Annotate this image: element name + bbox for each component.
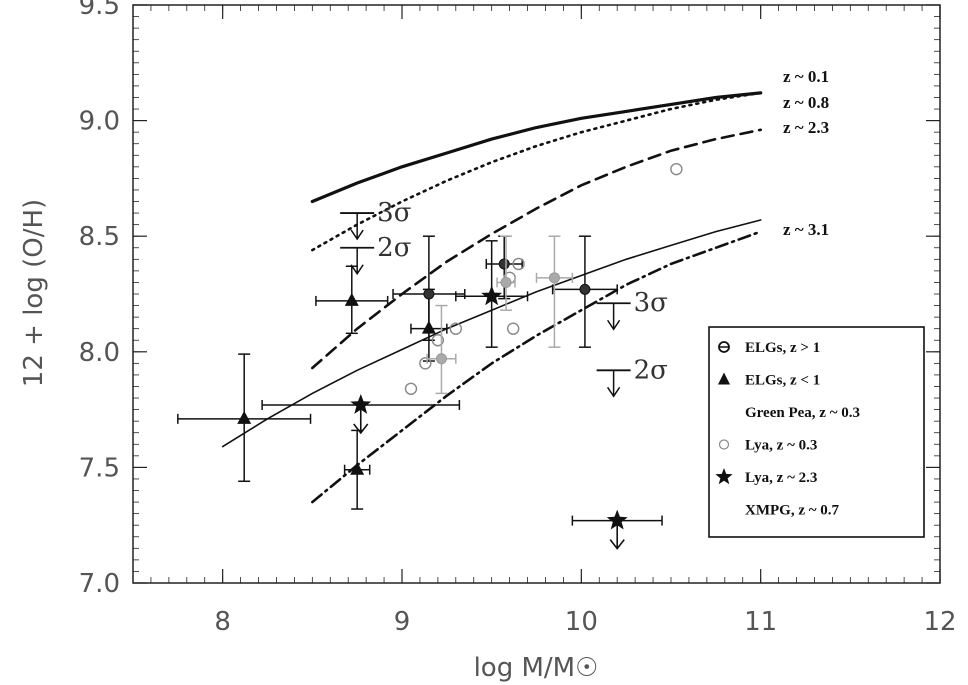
series-labels: z ~ 0.1 z ~ 0.8 z ~ 2.3 z ~ 3.1 (783, 67, 829, 239)
legend-open-circle-marker (718, 439, 730, 450)
legend-item: Green Pea, z ~ 0.3 (745, 405, 860, 421)
x-tick-label: 10 (565, 607, 598, 637)
curve-dotted (311, 91, 762, 252)
y-tick-label: 9.0 (79, 107, 120, 137)
x-axis-label: log M/M☉ (474, 653, 599, 683)
legend-item: Lya, z ~ 2.3 (715, 468, 817, 486)
legend-item: Lya, z ~ 0.3 (718, 438, 817, 454)
open-circle-marker (404, 382, 418, 395)
curve-label: z ~ 2.3 (783, 118, 829, 137)
open-circle-marker (419, 357, 432, 370)
filled-circle-marker (423, 288, 435, 300)
data-point (512, 257, 525, 271)
gray-circle-marker (548, 272, 560, 284)
open-circle-marker (449, 322, 462, 335)
arrow-head (353, 423, 369, 435)
x-tick-label: 12 (923, 607, 956, 637)
sigma-limit: 2σ (340, 233, 411, 276)
curve-dash-dot (311, 230, 762, 504)
curve-solid-thick (310, 91, 763, 204)
y-tick-label: 7.5 (79, 453, 120, 483)
data-point (431, 334, 445, 347)
y-tick-label: 9.5 (79, 0, 120, 21)
data-point (426, 304, 457, 395)
data-point (496, 235, 516, 311)
y-tick-label: 8.5 (79, 222, 120, 252)
legend-label: Lya, z ~ 0.3 (745, 438, 817, 454)
filled-circle-marker (579, 283, 591, 295)
y-tick-label: 7.0 (79, 569, 120, 599)
legend-label: ELGs, z < 1 (745, 373, 820, 389)
x-tick-label: 9 (394, 607, 411, 637)
limit-arrow-head (350, 229, 364, 241)
legend-star-marker (715, 468, 733, 485)
legend-label: Lya, z ~ 2.3 (745, 470, 817, 486)
open-circle-marker (670, 162, 683, 176)
sigma-limits: 3σ 2σ 3σ 2σ (340, 198, 668, 398)
x-tick-label: 11 (744, 607, 777, 637)
x-tick-label: 8 (214, 607, 231, 637)
triangle-marker (237, 410, 252, 424)
axes: 8 9 10 11 12 7.0 7.5 8.0 8.5 9.0 9.5 (79, 0, 957, 637)
data-point (392, 235, 466, 341)
sigma-label: 2σ (377, 233, 411, 263)
sigma-label: 3σ (634, 288, 668, 318)
data-point (455, 240, 529, 348)
data-point (315, 265, 389, 335)
triangle-marker (344, 292, 359, 306)
limit-arrow-head (606, 319, 621, 331)
curve-label: z ~ 0.1 (783, 67, 829, 86)
data-point (404, 382, 418, 395)
sigma-limit: 3σ (596, 288, 668, 331)
limit-arrow-head (606, 386, 621, 398)
sigma-limit: 2σ (596, 355, 668, 398)
legend-label: ELGs, z > 1 (745, 340, 820, 356)
filled-circle-marker (498, 258, 510, 270)
star-marker (350, 394, 372, 414)
data-point (571, 509, 663, 550)
limit-arrow-head (350, 264, 364, 276)
legend-item: XMPG, z ~ 0.7 (745, 503, 840, 519)
legend-label: XMPG, z ~ 0.7 (745, 503, 840, 519)
data-point (449, 322, 462, 335)
sigma-label: 3σ (377, 198, 411, 228)
data-point (551, 235, 618, 348)
star-marker (481, 285, 503, 306)
triangle-marker (350, 461, 365, 475)
data-point (506, 322, 520, 335)
data-point (261, 394, 461, 435)
data-point (535, 235, 574, 348)
legend-item: ELGs, z > 1 (718, 340, 820, 356)
legend-triangle-marker (718, 372, 730, 385)
open-circle-marker (512, 257, 525, 271)
open-circle-marker (506, 322, 520, 335)
curve-label: z ~ 3.1 (783, 220, 829, 239)
data-point (670, 162, 683, 176)
y-tick-label: 8.0 (79, 338, 120, 368)
curve-label: z ~ 0.8 (783, 93, 829, 112)
legend-box (708, 326, 925, 538)
open-circle-marker (431, 334, 445, 347)
star-marker (606, 509, 628, 530)
arrow-head (609, 539, 625, 550)
gray-circle-marker (435, 353, 447, 365)
legend: ELGs, z > 1 ELGs, z < 1 Green Pea, z ~ 0.3… (708, 326, 925, 538)
legend-item: ELGs, z < 1 (718, 372, 820, 389)
data-point (419, 357, 432, 370)
legend-label: Green Pea, z ~ 0.3 (745, 405, 860, 421)
sigma-label: 2σ (634, 355, 668, 385)
gray-circle-marker (500, 276, 512, 288)
y-axis-label: 12 + log (O/H) (19, 199, 49, 387)
sigma-limit: 3σ (340, 198, 411, 241)
data-point (343, 429, 371, 510)
data-points (177, 162, 683, 550)
data-point (177, 353, 312, 483)
